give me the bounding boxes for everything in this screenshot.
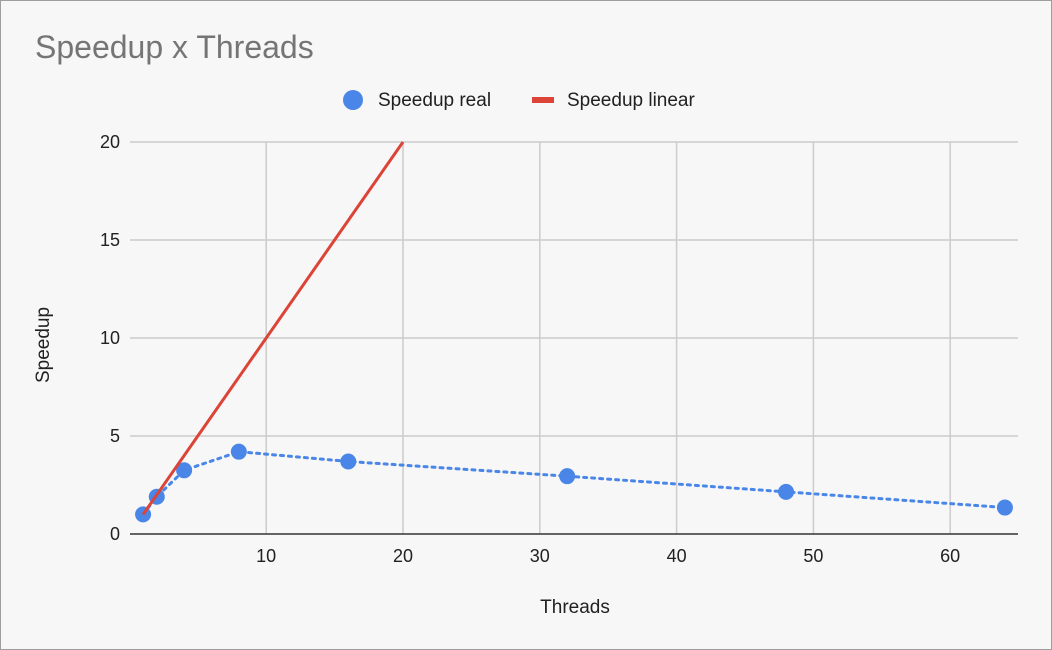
y-tick-label: 5 [110, 426, 120, 446]
x-tick-label: 50 [803, 546, 823, 566]
series-layer [135, 141, 1013, 523]
legend-label-speedup-real: Speedup real [378, 90, 491, 111]
grid-lines [130, 141, 1018, 534]
x-axis-title: Threads [540, 597, 610, 618]
legend-marker-speedup-linear [532, 97, 554, 103]
chart-title: Speedup x Threads [35, 29, 314, 65]
x-tick-label: 40 [667, 546, 687, 566]
y-tick-label: 0 [110, 524, 120, 544]
series-line-speedup-linear [141, 141, 405, 516]
legend-label-speedup-linear: Speedup linear [567, 90, 695, 111]
legend[interactable]: Speedup real Speedup linear [343, 90, 695, 111]
x-tick-label: 10 [256, 546, 276, 566]
data-point[interactable] [559, 468, 576, 485]
x-tick-label: 20 [393, 546, 413, 566]
series-line-speedup-real [141, 450, 1007, 516]
axes: 0 5 10 15 20 10 20 30 40 50 60 Threads Speedup [33, 132, 1018, 618]
data-point[interactable] [778, 483, 795, 500]
data-point[interactable] [230, 443, 247, 460]
data-point[interactable] [340, 453, 357, 470]
y-axis-title: Speedup [33, 307, 54, 383]
legend-marker-speedup-real [343, 90, 363, 110]
y-tick-label: 10 [100, 328, 120, 348]
data-point[interactable] [176, 462, 193, 479]
y-tick-label: 20 [100, 132, 120, 152]
data-point[interactable] [996, 499, 1013, 516]
x-tick-label: 60 [940, 546, 960, 566]
y-tick-label: 15 [100, 230, 120, 250]
x-tick-label: 30 [530, 546, 550, 566]
